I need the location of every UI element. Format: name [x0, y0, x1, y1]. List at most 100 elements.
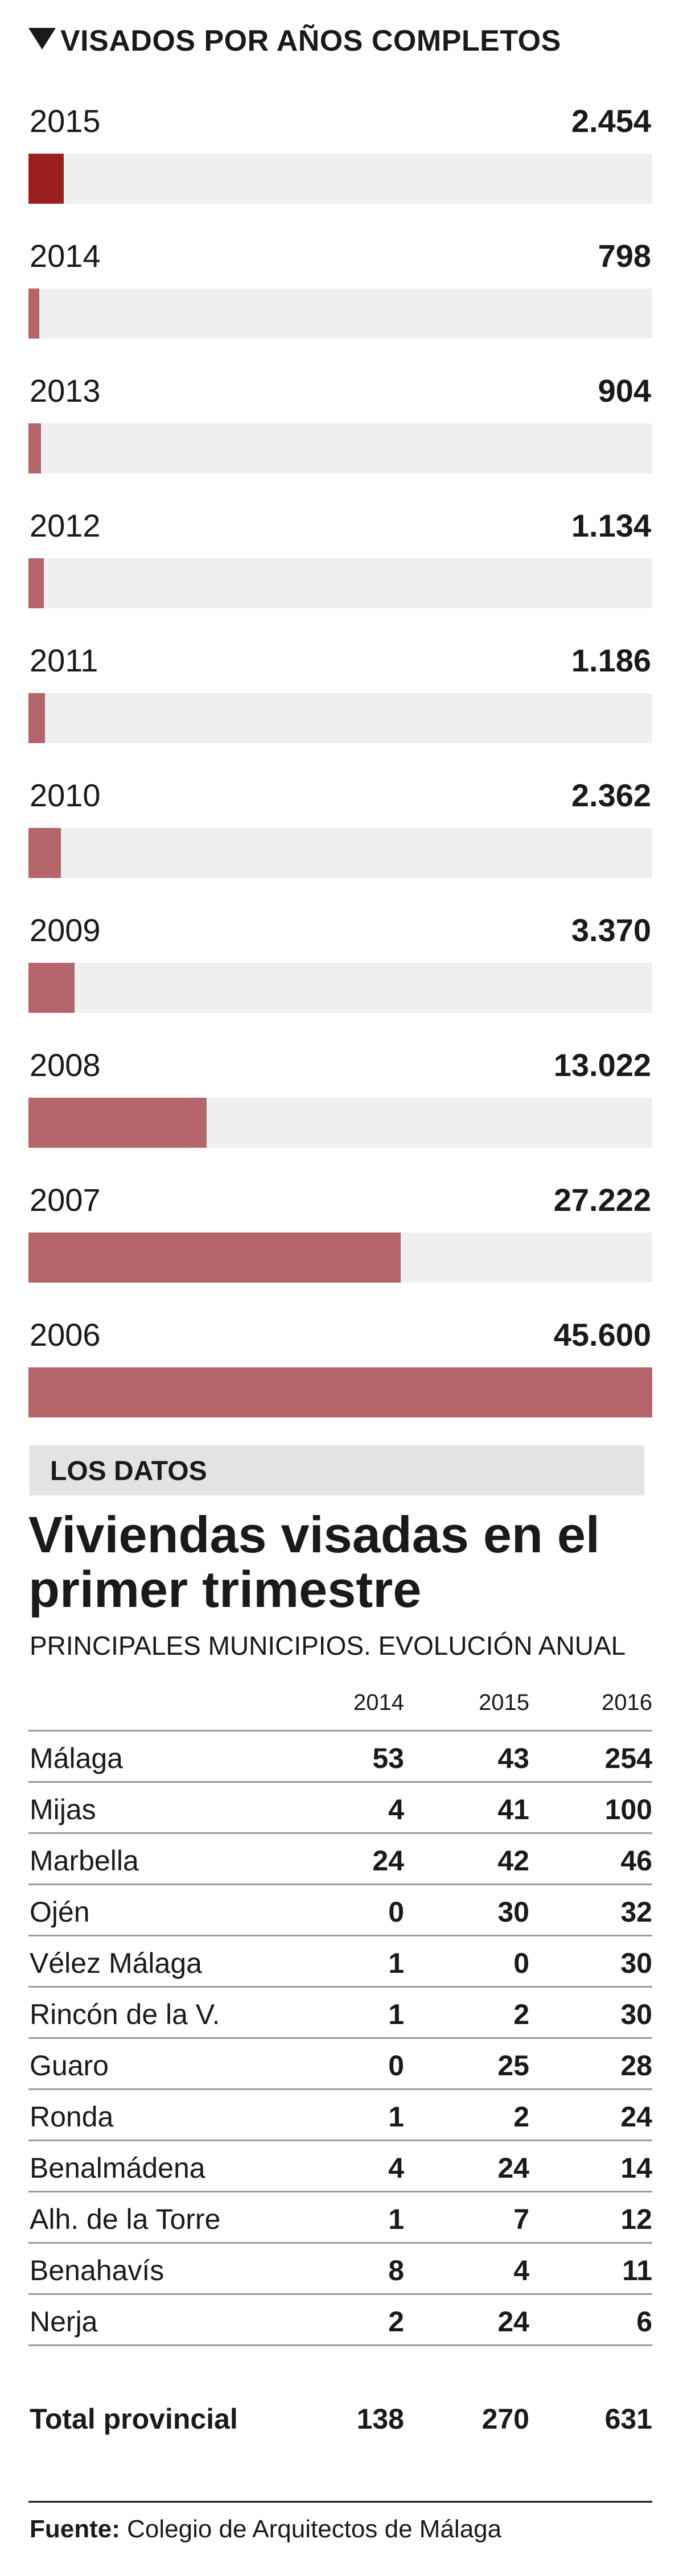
cell-2016: 30	[620, 1947, 652, 1979]
cell-2016: 14	[620, 2152, 652, 2184]
bar-2011	[28, 693, 45, 743]
bar-track-2008	[28, 1098, 652, 1148]
total-row: Total provincial 138 270 631	[28, 2392, 652, 2443]
table-row: Benahavís 8 4 11	[28, 2242, 652, 2295]
cell-2014: 0	[388, 2050, 404, 2082]
cell-2016: 28	[620, 2050, 652, 2082]
cell-2015: 0	[513, 1947, 529, 1979]
cell-2015: 24	[497, 2306, 529, 2338]
bar-track-2007	[28, 1233, 652, 1283]
bar-track-2009	[28, 963, 652, 1013]
year-label-2013: 2013	[30, 373, 101, 409]
bar-2007	[28, 1233, 401, 1283]
cell-2014: 53	[372, 1742, 404, 1774]
value-label-2011: 1.186	[571, 642, 651, 678]
bar-2006	[28, 1367, 652, 1417]
cell-2015: 4	[513, 2254, 529, 2286]
bar-track-2012	[28, 558, 652, 608]
cell-2015: 25	[497, 2050, 529, 2082]
row-label: Málaga	[30, 1742, 123, 1774]
value-label-2010: 2.362	[571, 777, 651, 813]
footer-divider	[28, 2501, 652, 2503]
bar-2008	[28, 1098, 207, 1148]
chart-title: VISADOS POR AÑOS COMPLETOS	[28, 24, 561, 58]
year-label-2014: 2014	[30, 238, 101, 274]
cell-2014: 8	[388, 2254, 404, 2286]
table-row: Ojén 0 30 32	[28, 1883, 652, 1936]
source-label: Fuente:	[30, 2515, 120, 2543]
table-row: Málaga 53 43 254	[28, 1730, 652, 1783]
bar-track-2013	[28, 423, 652, 473]
cell-2015: 270	[482, 2403, 529, 2435]
cell-2016: 100	[604, 1794, 652, 1825]
row-label: Ojén	[30, 1896, 90, 1928]
cell-2015: 2	[513, 1998, 529, 2030]
table-row: Mijas 4 41 100	[28, 1781, 652, 1834]
column-header-2016: 2016	[602, 1690, 652, 1715]
cell-2015: 43	[497, 1742, 529, 1774]
value-label-2012: 1.134	[571, 508, 651, 543]
bar-2015	[28, 154, 64, 204]
row-label: Benahavís	[30, 2254, 164, 2286]
value-label-2007: 27.222	[553, 1182, 651, 1218]
table-row: Vélez Málaga 1 0 30	[28, 1935, 652, 1988]
cell-2016: 24	[620, 2101, 652, 2133]
cell-2014: 4	[388, 2152, 404, 2184]
bar-2012	[28, 558, 44, 608]
column-header-2015: 2015	[479, 1690, 529, 1715]
row-label: Rincón de la V.	[30, 1998, 220, 2030]
section-label: LOS DATOS	[50, 1456, 207, 1486]
bar-track-2014	[28, 288, 652, 339]
cell-2015: 24	[497, 2152, 529, 2184]
year-label-2012: 2012	[30, 508, 101, 543]
cell-2016: 11	[622, 2254, 652, 2286]
value-label-2015: 2.454	[571, 103, 651, 139]
year-label-2010: 2010	[30, 777, 101, 813]
table-row: Guaro 0 25 28	[28, 2037, 652, 2090]
section-band: LOS DATOS	[30, 1445, 644, 1495]
cell-2014: 2	[388, 2306, 404, 2338]
table-row: Benalmádena 4 24 14	[28, 2140, 652, 2192]
value-label-2013: 904	[598, 373, 651, 409]
table-row: Marbella 24 42 46	[28, 1832, 652, 1885]
value-label-2006: 45.600	[553, 1317, 651, 1353]
column-header-2014: 2014	[353, 1690, 404, 1715]
bar-track-2010	[28, 828, 652, 878]
cell-2014: 138	[356, 2403, 404, 2435]
cell-2015: 30	[497, 1896, 529, 1928]
cell-2014: 0	[388, 1896, 404, 1928]
cell-2015: 42	[497, 1845, 529, 1877]
cell-2015: 7	[513, 2203, 529, 2235]
cell-2016: 30	[620, 1998, 652, 2030]
table-title: Viviendas visadas en el primer trimestre	[28, 1507, 600, 1618]
source-footer: Fuente: Colegio de Arquitectos de Málaga	[30, 2515, 501, 2544]
bar-track-2011	[28, 693, 652, 743]
table-row: Rincón de la V. 1 2 30	[28, 1986, 652, 2039]
bar-2009	[28, 963, 75, 1013]
table-row: Nerja 2 24 6	[28, 2293, 652, 2346]
bar-track-2006	[28, 1367, 652, 1417]
year-label-2007: 2007	[30, 1182, 101, 1218]
bar-track-2015	[28, 154, 652, 204]
value-label-2014: 798	[598, 238, 651, 274]
value-label-2009: 3.370	[571, 912, 651, 948]
cell-2014: 4	[388, 1794, 404, 1825]
table-row: Ronda 1 2 24	[28, 2088, 652, 2141]
bar-2013	[28, 423, 41, 473]
row-label: Alh. de la Torre	[30, 2203, 221, 2235]
cell-2015: 2	[513, 2101, 529, 2133]
table-subtitle: PRINCIPALES MUNICIPIOS. EVOLUCIÓN ANUAL	[30, 1631, 626, 1660]
row-label: Vélez Málaga	[30, 1947, 202, 1979]
row-label: Guaro	[30, 2050, 109, 2082]
cell-2016: 12	[620, 2203, 652, 2235]
cell-2014: 1	[388, 2203, 404, 2235]
row-label: Benalmádena	[30, 2152, 205, 2184]
cell-2014: 24	[372, 1845, 404, 1877]
table-row: Alh. de la Torre 1 7 12	[28, 2191, 652, 2244]
row-label: Nerja	[30, 2306, 98, 2338]
year-label-2008: 2008	[30, 1047, 101, 1083]
year-label-2009: 2009	[30, 912, 101, 948]
table-bottom-divider	[28, 2344, 652, 2346]
cell-2014: 1	[388, 2101, 404, 2133]
